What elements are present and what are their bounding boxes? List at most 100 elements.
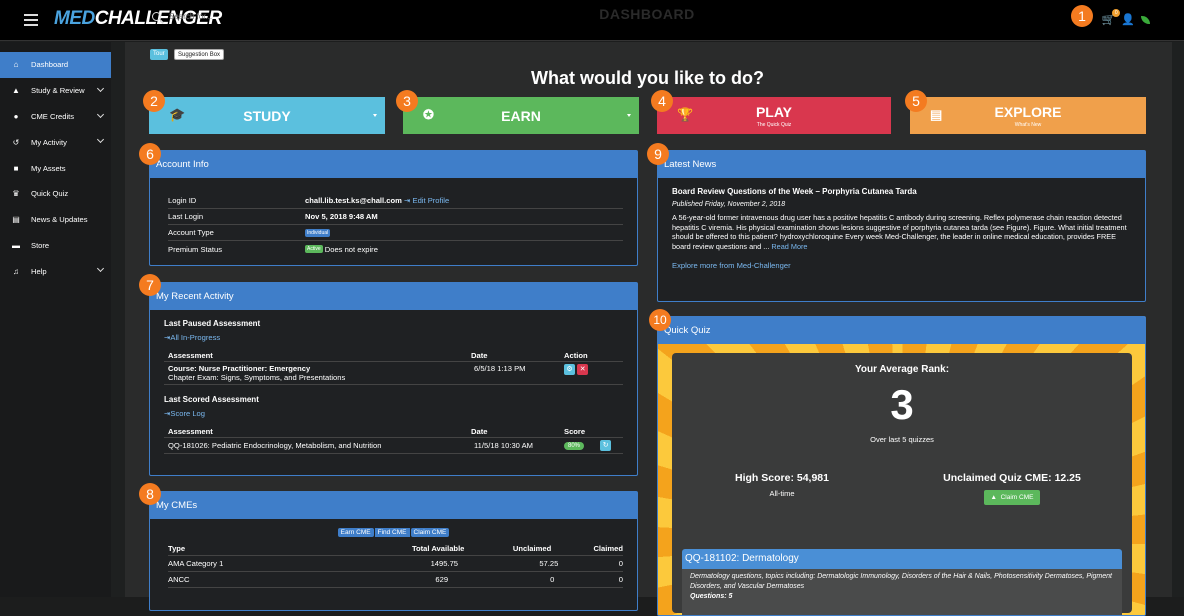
page-heading: What would you like to do?: [531, 68, 764, 88]
unclaimed-quiz-cme: Unclaimed Quiz CME: 12.25: [943, 472, 1081, 484]
sidebar-item-dashboard[interactable]: ⌂ Dashboard: [0, 52, 111, 78]
table-row: QQ-181026: Pediatric Endocrinology, Meta…: [164, 438, 623, 454]
read-more-link[interactable]: Read More: [771, 241, 808, 251]
panel-title: My Recent Activity: [150, 283, 637, 310]
avg-rank-label: Your Average Rank:: [854, 364, 950, 375]
callout-1: 1: [1071, 5, 1093, 27]
study-button[interactable]: 🎓 STUDY: [149, 97, 385, 134]
cme-table-header: Type Total Available Unclaimed Claimed: [168, 541, 623, 556]
cell: 0: [618, 559, 623, 568]
next-quiz-title[interactable]: QQ-181102: Dermatology: [682, 549, 1122, 569]
edit-profile-link[interactable]: ⇥ Edit Profile: [404, 196, 450, 205]
premium-status-badge: Active: [305, 245, 323, 253]
label: Premium Status: [168, 244, 223, 254]
scored-assessment-name: QQ-181026: Pediatric Endocrinology, Meta…: [168, 441, 382, 450]
search-bar: [152, 12, 289, 21]
high-score-subtitle: All-time: [769, 489, 795, 498]
recent-activity-panel: My Recent Activity Last Paused Assessmen…: [149, 282, 638, 476]
earn-button[interactable]: ✪ EARN: [403, 97, 639, 134]
explore-button[interactable]: ▤ EXPLORE What's New: [910, 97, 1146, 134]
tour-button[interactable]: Tour: [150, 49, 168, 60]
col-header: Date: [471, 350, 488, 360]
cell: 0: [550, 575, 555, 584]
play-button[interactable]: 🏆 PLAY The Quick Quiz: [657, 97, 891, 134]
callout-2: 2: [143, 90, 165, 112]
account-row-premium: Premium Status Active Does not expire: [168, 241, 623, 257]
explore-more-link[interactable]: Explore more from Med-Challenger: [672, 261, 791, 270]
cart-icon[interactable]: 🛒 0: [1102, 9, 1121, 26]
top-bar: MEDCHALLENGER DASHBOARD 🛒0 👤: [0, 0, 1184, 41]
cell: AMA Category 1: [168, 559, 224, 568]
search-input[interactable]: [169, 12, 289, 21]
last-paused-heading: Last Paused Assessment: [164, 319, 261, 328]
label: Last Login: [168, 212, 204, 221]
callout-5: 5: [905, 90, 927, 112]
close-icon[interactable]: ✕: [577, 364, 589, 375]
menu-icon[interactable]: [24, 14, 38, 29]
sidebar-item-my-assets[interactable]: ■ My Assets: [0, 155, 111, 181]
support-icon: ♫: [13, 266, 19, 276]
leaf-icon[interactable]: [1141, 15, 1150, 24]
col-header: Unclaimed: [512, 543, 552, 553]
panel-title: My CMEs: [150, 492, 637, 519]
find-cme-button[interactable]: Find CME: [374, 528, 410, 537]
score-log-link[interactable]: ⇥Score Log: [164, 409, 205, 418]
callout-9: 9: [647, 143, 669, 165]
explore-sublabel: What's New: [1014, 122, 1042, 128]
col-header: Date: [471, 426, 488, 436]
retake-icon[interactable]: ↻: [600, 440, 612, 451]
certificate-icon: ●: [13, 111, 19, 121]
paused-table-header: Assessment Date Action: [164, 349, 623, 362]
table-row: Course: Nurse Practitioner: Emergency Cha…: [164, 362, 623, 385]
scored-date: 11/5/18 10:30 AM: [474, 441, 533, 450]
callout-6: 6: [139, 143, 161, 165]
cart-badge: 0: [1112, 9, 1121, 17]
news-published-date: Published Friday, November 2, 2018: [672, 201, 786, 208]
news-headline[interactable]: Board Review Questions of the Week – Por…: [672, 187, 917, 196]
news-body: A 56-year-old former intravenous drug us…: [672, 213, 1127, 251]
score-badge: 80%: [564, 442, 585, 450]
resume-icon[interactable]: ⚙: [564, 364, 575, 375]
panel-title: Latest News: [658, 151, 1145, 178]
sidebar-item-my-activity[interactable]: ↺ My Activity: [0, 129, 111, 155]
cell: ANCC: [168, 575, 190, 584]
panel-title: Quick Quiz: [658, 317, 1145, 344]
callout-4: 4: [651, 90, 673, 112]
sidebar-item-study-review[interactable]: ▲ Study & Review: [0, 78, 111, 104]
last-login-value: Nov 5, 2018 9:48 AM: [305, 212, 378, 221]
cell: 629: [435, 575, 449, 584]
cme-actions: Earn CME Find CME Claim CME: [150, 528, 637, 537]
col-header: Action: [564, 350, 588, 360]
sidebar-item-help[interactable]: ♫ Help: [0, 258, 111, 284]
claim-cme-button[interactable]: ▲ Claim CME: [983, 490, 1041, 505]
paused-date: 6/5/18 1:13 PM: [474, 364, 526, 373]
user-icon[interactable]: 👤: [1121, 14, 1135, 26]
sidebar-item-quick-quiz[interactable]: ♛ Quick Quiz: [0, 181, 111, 207]
earn-cme-button[interactable]: Earn CME: [337, 528, 374, 537]
login-id-value: chall.lib.test.ks@chall.com: [305, 196, 402, 205]
col-header: Total Available: [411, 543, 465, 553]
suggestion-box-button[interactable]: Suggestion Box: [174, 49, 225, 60]
sidebar-item-store[interactable]: ▬ Store: [0, 233, 111, 259]
account-row-type: Account Type Individual: [168, 225, 623, 241]
newspaper-icon: ▤: [930, 107, 943, 122]
next-quiz-details: Dermatology questions, topics including:…: [682, 569, 1122, 615]
sidebar: ⌂ Dashboard ▲ Study & Review ● CME Credits …: [0, 42, 111, 597]
all-in-progress-link[interactable]: ⇥All In-Progress: [164, 333, 221, 342]
next-quiz-description: Dermatology questions, topics including:…: [690, 573, 1112, 590]
trophy-icon: ♛: [12, 189, 20, 199]
high-score: High Score: 54,981: [735, 472, 829, 484]
sidebar-item-cme-credits[interactable]: ● CME Credits: [0, 104, 111, 130]
claim-cme-button[interactable]: Claim CME: [410, 528, 450, 537]
cell: 1495.75: [430, 559, 459, 568]
sidebar-item-label: My Activity: [31, 137, 67, 147]
course-name: Course: Nurse Practitioner: Emergency: [168, 364, 311, 373]
sidebar-item-news-updates[interactable]: ▤ News & Updates: [0, 207, 111, 233]
table-row: ANCC 629 0 0: [168, 572, 623, 588]
last-scored-heading: Last Scored Assessment: [164, 395, 259, 404]
home-icon: ⌂: [13, 60, 19, 70]
logo-part-1: MED: [54, 8, 95, 29]
sidebar-item-label: News & Updates: [31, 215, 88, 225]
account-row-login: Login ID chall.lib.test.ks@chall.com ⇥ Ed…: [168, 193, 623, 209]
callout-8: 8: [139, 483, 161, 505]
